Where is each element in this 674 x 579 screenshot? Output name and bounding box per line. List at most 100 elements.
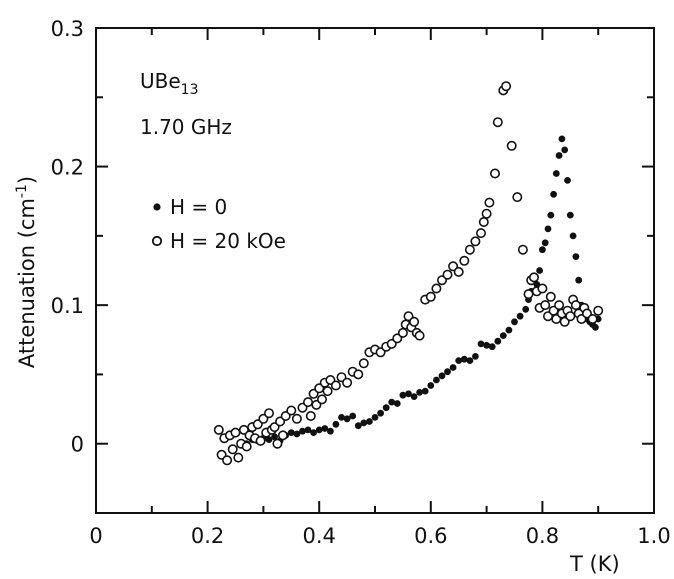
data-point-h0	[399, 391, 407, 399]
data-point-h0	[416, 389, 423, 396]
data-point-h0	[304, 426, 312, 434]
data-point-h20	[554, 300, 565, 311]
data-point-h0	[299, 427, 306, 435]
data-point-h0	[505, 326, 513, 334]
data-point-h20	[512, 192, 523, 203]
legend-marker-open	[151, 235, 163, 247]
data-point-h20	[475, 228, 486, 239]
data-point-h20	[286, 405, 297, 416]
data-point-h20	[272, 438, 283, 449]
data-point-h0	[265, 436, 273, 443]
data-point-h0	[388, 398, 396, 406]
y-tick-label: 0.3	[51, 17, 84, 41]
frequency-annotation: 1.70 GHz	[140, 115, 232, 139]
data-point-h0	[460, 355, 468, 363]
data-point-h20	[353, 369, 364, 380]
y-tick-label: 0.1	[51, 294, 84, 318]
data-point-h20	[453, 266, 464, 277]
data-point-h0	[433, 376, 440, 384]
data-point-h20	[565, 311, 576, 322]
data-point-h20	[322, 386, 333, 397]
compound-subscript: 13	[181, 82, 199, 98]
data-point-h20	[537, 283, 548, 294]
data-point-h0	[371, 414, 379, 421]
data-point-h20	[517, 244, 528, 255]
x-tick-label: 0	[89, 524, 102, 548]
series-h20	[213, 81, 604, 466]
data-point-h0	[555, 152, 563, 159]
compound-annotation: UBe13	[140, 69, 199, 98]
data-point-h20	[587, 313, 598, 324]
data-point-h20	[528, 272, 539, 283]
data-point-h20	[263, 408, 274, 419]
data-point-h20	[222, 455, 233, 466]
y-axis-tick-labels: 0 0.1 0.2 0.3	[51, 17, 84, 457]
data-point-h20	[302, 397, 313, 408]
data-point-h20	[255, 435, 266, 446]
data-point-h0	[566, 211, 574, 219]
y-axis-title-exponent: -1	[14, 184, 30, 198]
data-point-h20	[409, 316, 420, 327]
data-point-h0	[421, 387, 429, 395]
data-point-h0	[455, 357, 463, 364]
data-point-h0	[544, 225, 552, 233]
data-point-h20	[358, 358, 369, 369]
data-point-h20	[330, 380, 341, 391]
data-point-h0	[438, 372, 446, 380]
data-point-h20	[213, 424, 224, 435]
data-point-h0	[477, 340, 485, 348]
data-point-h20	[291, 413, 302, 424]
data-point-h0	[499, 332, 507, 339]
data-point-h0	[287, 429, 295, 436]
data-point-h20	[227, 444, 238, 455]
data-point-h20	[523, 289, 534, 300]
x-axis-tick-labels: 0 0.2 0.4 0.6 0.8 1.0	[89, 524, 670, 548]
data-point-h0	[343, 415, 351, 423]
data-point-h20	[506, 140, 517, 151]
data-point-h20	[481, 208, 492, 219]
data-point-h0	[550, 190, 557, 198]
legend: H = 0 H = 20 kOe	[151, 195, 286, 253]
data-point-h0	[575, 276, 583, 284]
x-tick-label: 0.4	[302, 524, 335, 548]
x-axis-title: T (K)	[569, 552, 620, 576]
data-point-h0	[321, 425, 329, 432]
data-point-h0	[315, 426, 323, 434]
data-point-h0	[569, 232, 577, 240]
data-point-h0	[483, 341, 490, 349]
data-point-h20	[305, 410, 316, 421]
data-point-h0	[393, 400, 401, 407]
data-point-h20	[316, 394, 327, 405]
data-point-h20	[464, 244, 475, 255]
y-axis-title-close: )	[15, 176, 39, 184]
legend-label-h20: H = 20 kOe	[170, 229, 286, 253]
data-point-h0	[449, 364, 457, 371]
data-point-h20	[470, 236, 481, 247]
data-point-h20	[342, 377, 353, 388]
data-point-h20	[241, 441, 252, 452]
data-point-h0	[564, 177, 571, 184]
data-point-h0	[332, 420, 340, 428]
x-tick-label: 1.0	[637, 524, 670, 548]
x-tick-label: 0.6	[414, 524, 447, 548]
data-point-h0	[547, 211, 555, 219]
data-point-h20	[484, 197, 495, 208]
data-point-h0	[410, 393, 418, 400]
data-point-h0	[327, 427, 334, 435]
data-point-h0	[511, 318, 518, 326]
data-point-h0	[522, 305, 530, 313]
data-point-h0	[405, 390, 412, 398]
data-point-h0	[561, 146, 569, 154]
data-point-h20	[442, 269, 453, 280]
data-point-h0	[472, 353, 479, 360]
data-point-h20	[593, 305, 604, 316]
data-point-h0	[310, 429, 317, 436]
y-axis-title: Attenuation (cm-1)	[14, 176, 39, 368]
data-point-h20	[233, 452, 244, 463]
y-tick-label: 0.2	[51, 156, 84, 180]
data-point-h0	[536, 267, 543, 274]
data-point-h20	[545, 291, 556, 302]
data-point-h0	[360, 419, 368, 427]
data-point-h20	[414, 330, 425, 341]
